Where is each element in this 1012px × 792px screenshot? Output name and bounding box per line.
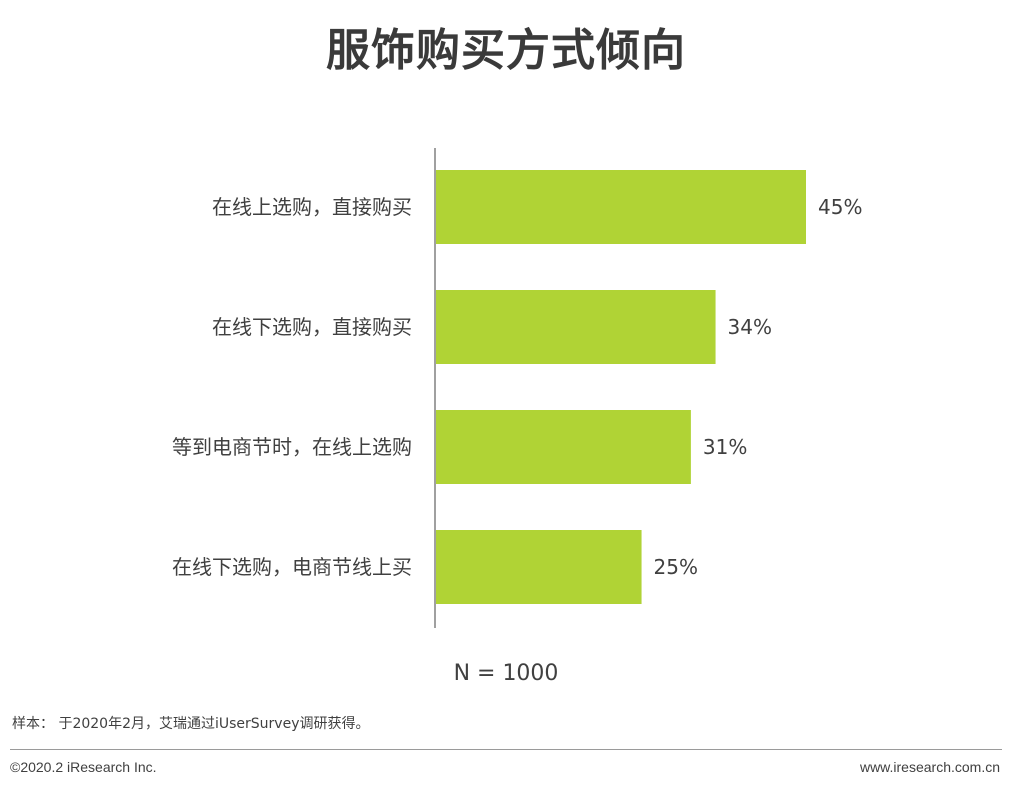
value-label-3: 31% [703,435,747,459]
website-link[interactable]: www.iresearch.com.cn [859,759,1000,775]
bars-group: 在线上选购，直接购买 45% 在线下选购，直接购买 34% 等到电商节时，在线上选购 31… [172,170,862,604]
sample-size-note: N = 1000 [453,661,559,686]
value-label-1: 45% [818,195,862,219]
category-label-2: 在线下选购，直接购买 [212,315,412,339]
copyright-text: ©2020.2 iResearch Inc. [10,759,157,775]
footer-divider [10,749,1002,750]
chart-title: 服饰购买方式倾向 [326,25,686,76]
value-label-4: 25% [654,555,698,579]
bar-1 [436,170,806,244]
value-label-2: 34% [728,315,772,339]
sample-source-note: 样本： 于2020年2月，艾瑞通过iUserSurvey调研获得。 [12,716,370,732]
category-label-4: 在线下选购，电商节线上买 [172,555,412,579]
bar-2 [436,290,716,364]
bar-3 [436,410,691,484]
category-label-1: 在线上选购，直接购买 [212,195,412,219]
category-label-3: 等到电商节时，在线上选购 [172,435,412,459]
bar-4 [436,530,642,604]
